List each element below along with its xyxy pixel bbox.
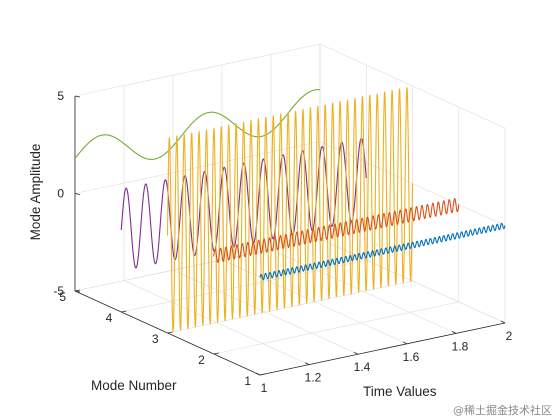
x-tick-mark [451, 331, 457, 334]
grid-line [167, 280, 413, 334]
y-tick-mark [167, 331, 173, 334]
series-line-mode-4 [120, 137, 367, 269]
z-tick-label: -5 [53, 284, 64, 298]
z-tick-mark [74, 290, 81, 293]
x-tick-mark [500, 320, 506, 324]
x-tick-mark [255, 372, 261, 376]
x-tick-label: 1 [261, 381, 268, 395]
axes [74, 95, 506, 376]
z-tick-mark [74, 193, 81, 195]
z-axis-label: Mode Amplitude [28, 144, 43, 241]
y-tick-label: 2 [198, 353, 205, 367]
grid-line [319, 238, 506, 324]
x-axis-line [259, 322, 506, 376]
x-tick-label: 2 [506, 329, 513, 343]
z-tick-label: 5 [57, 89, 64, 103]
y-tick-mark [121, 310, 127, 313]
grid-line [319, 43, 506, 129]
x-tick-label: 1.6 [403, 350, 420, 364]
x-tick-label: 1.4 [354, 360, 371, 374]
y-tick-label: 4 [106, 311, 113, 325]
y-axis-label: Mode Number [91, 378, 177, 393]
x-tick-mark [304, 362, 310, 365]
x-tick-label: 1.8 [452, 339, 469, 353]
z-tick-label: 0 [57, 187, 64, 201]
grid-line [121, 259, 367, 313]
grid-line [213, 301, 459, 355]
x-tick-mark [402, 341, 408, 345]
series-line-mode-2 [213, 197, 460, 264]
y-tick-label: 1 [244, 374, 251, 388]
x-tick-label: 1.2 [305, 371, 322, 385]
series-line-mode-5 [74, 89, 321, 160]
y-tick-mark [259, 373, 266, 376]
y-tick-mark [213, 352, 219, 355]
y-tick-label: 3 [152, 332, 159, 346]
x-tick-mark [353, 351, 359, 355]
x-axis-label: Time Values [363, 384, 437, 399]
series-group [74, 87, 506, 332]
watermark: @稀土掘金技术社区 [453, 403, 552, 417]
grid-line [74, 238, 321, 292]
z-tick-mark [74, 95, 81, 98]
grid-line [74, 43, 321, 97]
series-line-mode-3 [166, 87, 414, 332]
y-tick-label: 5 [59, 290, 66, 304]
series-line-mode-1 [259, 222, 506, 281]
